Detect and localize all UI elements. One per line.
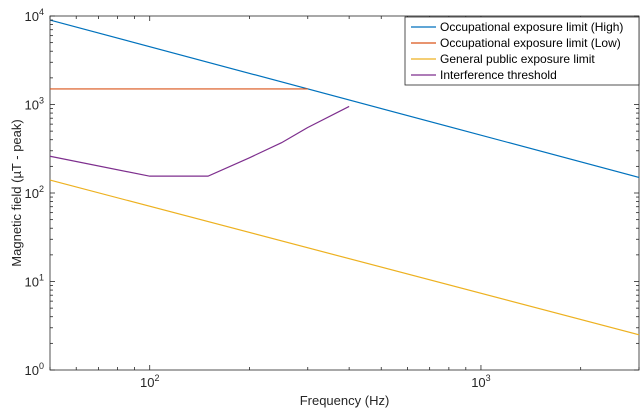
- series-line-3: [49, 179, 640, 336]
- x-tick-label: 102: [140, 373, 159, 390]
- series-line-4: [49, 105, 350, 177]
- legend-label-4: Interference threshold: [440, 68, 557, 82]
- legend-label-1: Occupational exposure limit (High): [440, 20, 623, 34]
- y-tick-label: 101: [25, 273, 44, 290]
- y-tick-label: 100: [25, 361, 44, 378]
- x-axis-label: Frequency (Hz): [300, 393, 390, 408]
- y-axis-label: Magnetic field (µT - peak): [9, 119, 24, 266]
- legend-label-3: General public exposure limit: [440, 52, 595, 66]
- y-tick-label: 102: [25, 184, 44, 201]
- y-axis-ticks: 100 101 102 103 104: [25, 7, 639, 378]
- legend: Occupational exposure limit (High) Occupa…: [404, 16, 640, 86]
- series-lines: [49, 19, 640, 336]
- y-tick-label: 104: [25, 7, 44, 24]
- y-tick-label: 103: [25, 96, 44, 113]
- legend-label-2: Occupational exposure limit (Low): [440, 36, 621, 50]
- series-line-1: [49, 19, 640, 178]
- legend-box: [404, 16, 640, 86]
- x-tick-label: 103: [471, 373, 490, 390]
